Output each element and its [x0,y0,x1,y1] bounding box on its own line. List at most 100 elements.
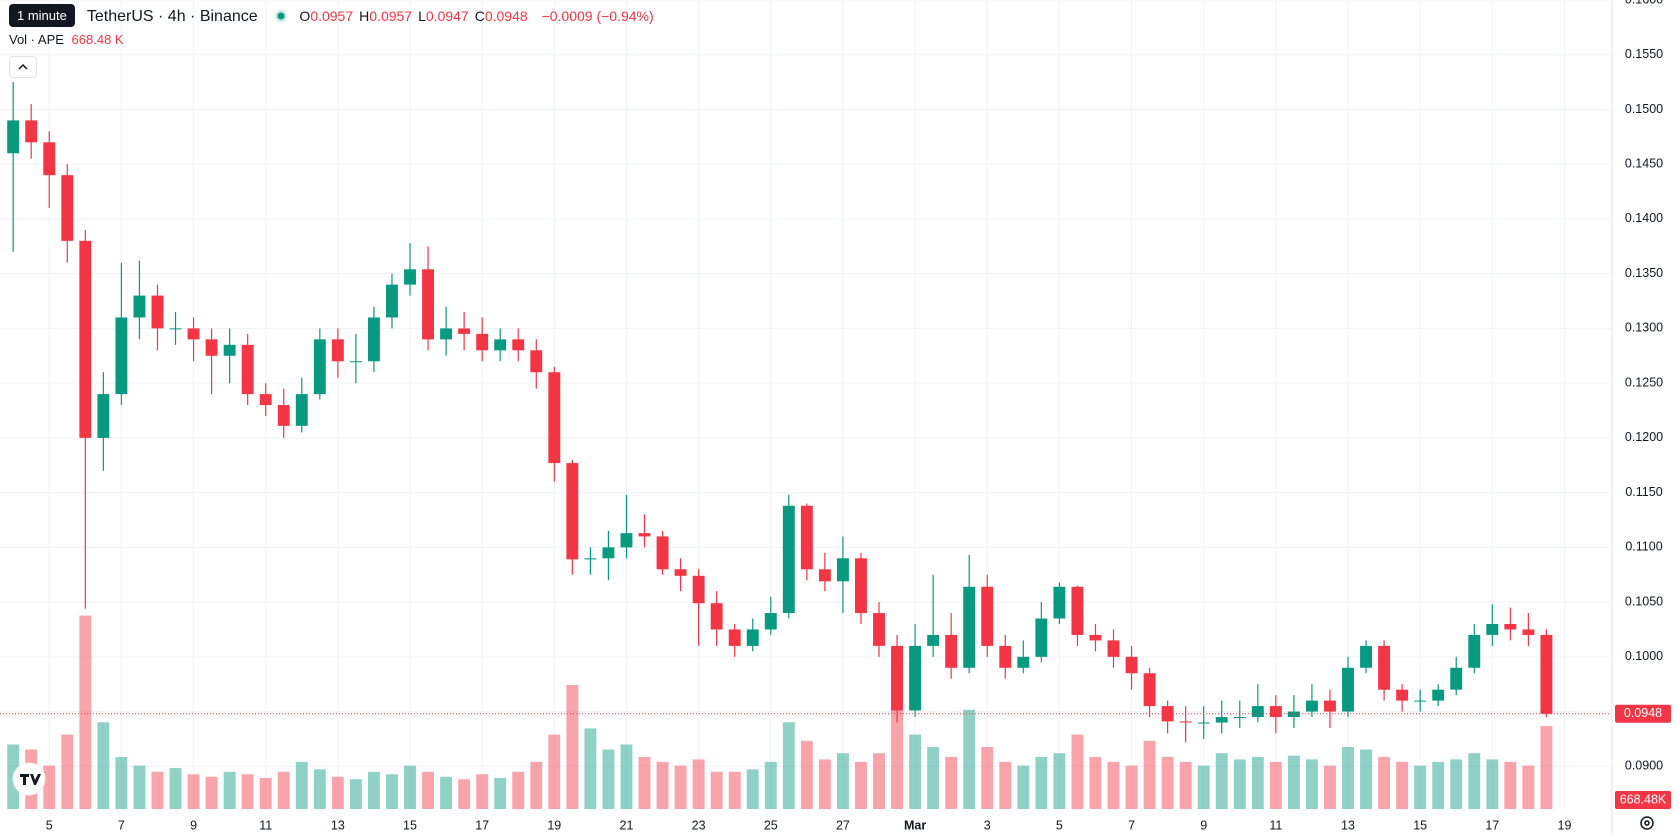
candle-body [782,505,795,614]
volume-bar [1071,734,1084,809]
candle-body [927,634,940,646]
ohlc-key: O [299,8,311,24]
x-tick-label: 19 [1558,818,1572,832]
candle-body [1360,645,1372,668]
candle-body [1071,586,1084,635]
y-tick-label: 0.0900 [1625,759,1663,773]
candle-body [97,394,110,438]
candle-body [1251,706,1264,718]
ohlc-key: L [418,8,426,24]
candle-body [277,405,290,426]
ohlc: O0.0957 H0.0957 L0.0947 C0.0948 [299,8,533,24]
volume-bar [169,768,182,809]
candle-body [1053,586,1066,619]
candle-body [79,240,92,438]
ohlc-value: 0.0957 [369,8,413,24]
status-dot [274,10,287,22]
candle-body [656,536,669,570]
volume-value: 668.48 K [71,32,124,47]
candle-body [1287,711,1300,718]
candle-body [963,586,976,668]
candle-body [836,558,849,582]
volume-bar [1143,740,1156,809]
candle-body [1035,618,1048,657]
volume-bar [999,761,1012,809]
settings-icon[interactable] [1637,813,1657,833]
volume-bar [1125,765,1138,809]
candle-body [1342,667,1354,712]
volume-badge-label: 668.48K [1620,792,1667,806]
price-badge-label: 0.0948 [1624,706,1662,720]
candle-body [674,569,687,576]
volume-bar [1522,765,1535,809]
candle-body [1197,722,1210,724]
candle-body [548,372,561,464]
x-tick-label: 15 [1413,818,1427,832]
volume-bar [422,771,435,809]
grid [0,0,1611,809]
candle-body [43,142,56,176]
volume-bar [512,771,525,809]
candle-body [205,339,218,356]
volume-bar [440,776,453,809]
volume-bar [1269,761,1282,809]
candle-body [818,569,831,582]
volume-bar [1305,759,1318,809]
volume-bar [674,765,687,809]
volume-bar [620,744,633,809]
candle-body [1269,706,1282,718]
y-tick-label: 0.1300 [1625,321,1663,335]
x-tick-label: 17 [1485,818,1499,832]
candle-body [1017,656,1030,668]
volume-bar [764,761,777,809]
candle-body [367,317,380,362]
candle-body [1324,700,1336,712]
volume-bar [1450,759,1463,809]
x-tick-label: Mar [904,818,926,832]
volume-bar [1414,765,1427,809]
candle-body [349,361,362,363]
volume-bar [873,753,885,809]
candle-body [1486,623,1499,635]
x-tick-label: 25 [764,818,778,832]
candle-body [295,394,308,426]
volume-bar [1053,753,1066,809]
ohlc-value: 0.0957 [310,8,354,24]
volume-bar [259,778,272,809]
candle-body [999,645,1012,668]
volume-bar [1017,765,1030,809]
logo[interactable] [12,762,46,796]
candle-body [1504,623,1517,630]
candle-body [187,328,200,340]
volume-bar [836,753,849,809]
x-tick-label: 9 [1200,818,1207,832]
volume-bar [1107,761,1120,809]
volume-bar [1089,756,1102,809]
candle-body [981,586,994,646]
volume-bar [1233,759,1246,809]
volume-bar [115,756,128,809]
candle-body [259,394,272,406]
volume-bar [133,765,146,809]
volume-bar [981,747,994,809]
candle-body [1522,629,1535,635]
candle-body [584,558,597,560]
volume-bar [404,765,416,809]
x-tick-label: 19 [547,818,561,832]
volume-bar [855,761,867,809]
candle-body [115,317,128,395]
volume-bar [818,759,831,809]
y-tick-label: 0.1600 [1625,0,1663,6]
x-tick-label: 17 [475,818,489,832]
x-tick-label: 21 [620,818,634,832]
volume-bar [728,771,741,809]
collapse-button[interactable] [9,56,37,78]
volume-bar [782,722,795,809]
volume-bar [1468,753,1481,809]
volume-bar [945,756,958,809]
candle-body [909,645,922,711]
volume-bar [97,722,110,809]
candle-body [566,463,579,560]
